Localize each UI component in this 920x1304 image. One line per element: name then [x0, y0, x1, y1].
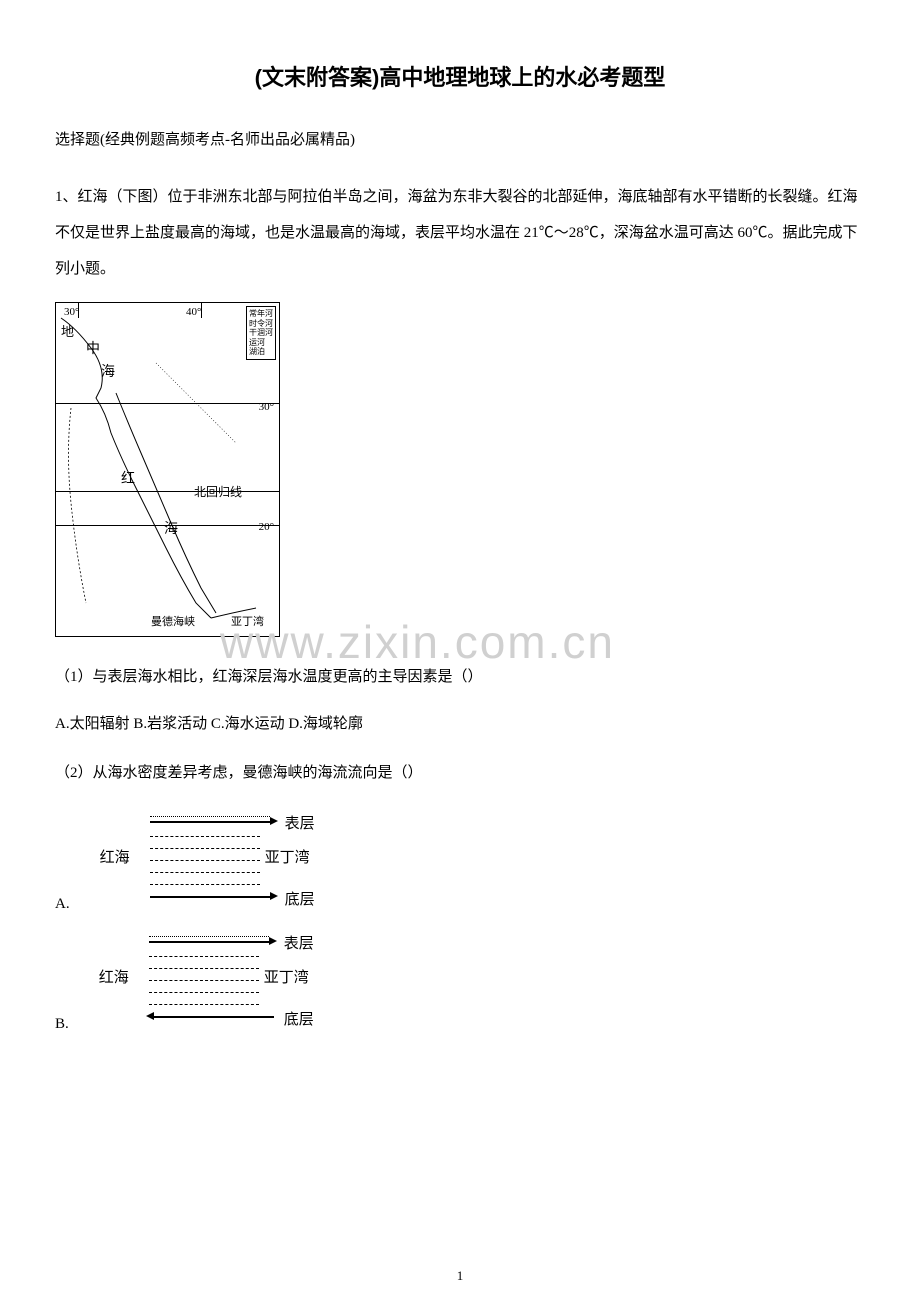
question-1-intro: 1、红海（下图）位于非洲东北部与阿拉伯半岛之间，海盆为东非大裂谷的北部延伸，海底… [55, 179, 865, 287]
page-title: (文末附答案)高中地理地球上的水必考题型 [55, 60, 865, 92]
option-b-row: B. 表层 红海 亚丁湾 底层 [55, 928, 865, 1033]
flow-diagram-a: 表层 红海 亚丁湾 底层 [95, 808, 355, 913]
option-a-letter: A. [55, 896, 70, 913]
page-number: 1 [457, 1268, 464, 1284]
diagram-b-honghai: 红海 [99, 966, 129, 987]
diagram-a-yadingwan: 亚丁湾 [265, 846, 310, 867]
diagram-a-honghai: 红海 [100, 846, 130, 867]
diagram-b-surface: 表层 [284, 932, 314, 953]
flow-diagram-b: 表层 红海 亚丁湾 底层 [94, 928, 354, 1033]
diagram-b-yadingwan: 亚丁湾 [264, 966, 309, 987]
diagram-a-surface: 表层 [285, 812, 315, 833]
option-a-row: A. 表层 红海 亚丁湾 底层 [55, 808, 865, 913]
sub-question-2: （2）从海水密度差异考虑，曼德海峡的海流流向是（） [55, 758, 865, 788]
section-label: 选择题(经典例题高频考点-名师出品必属精品) [55, 127, 865, 154]
watermark: www.zixin.com.cn [220, 615, 615, 669]
map-coastline [56, 303, 279, 636]
sub-question-1-options: A.太阳辐射 B.岩浆活动 C.海水运动 D.海域轮廓 [55, 712, 865, 733]
option-b-letter: B. [55, 1016, 69, 1033]
diagram-a-bottom: 底层 [285, 888, 315, 909]
diagram-b-bottom: 底层 [284, 1008, 314, 1029]
map-figure: 30° 40° 30° 北回归线 20° 地 中 海 红 海 曼德海峡 亚丁湾 … [55, 302, 280, 637]
